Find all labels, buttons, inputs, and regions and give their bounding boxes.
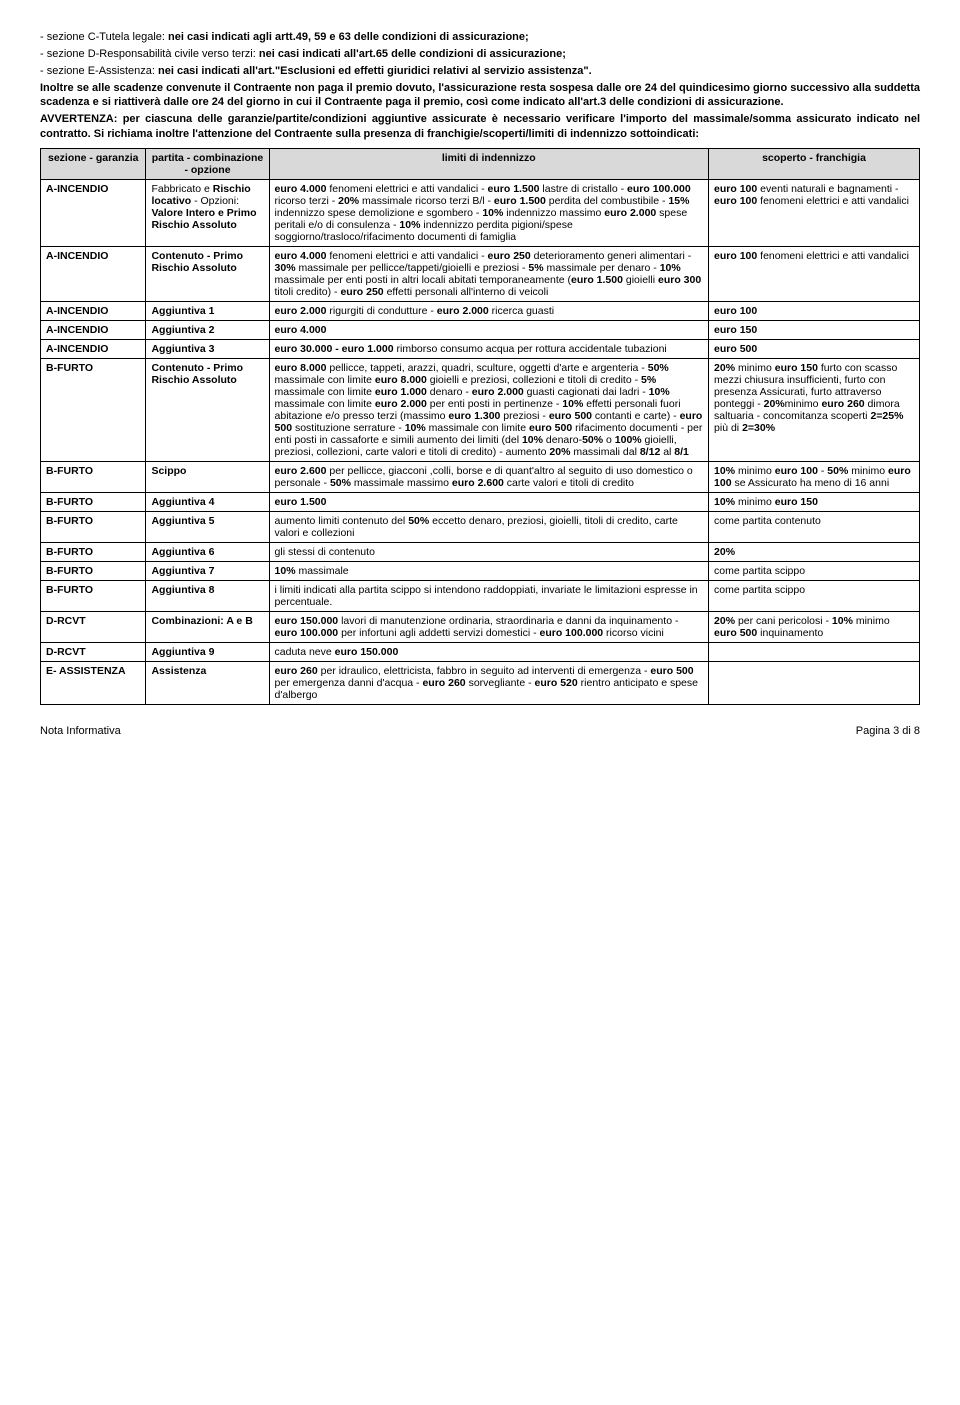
cell-sezione: A-INCENDIO xyxy=(41,301,146,320)
cell-partita: Aggiuntiva 8 xyxy=(146,580,269,611)
cell-scoperto: 20% minimo euro 150 furto con scasso mez… xyxy=(709,358,920,461)
table-row: D-RCVTCombinazioni: A e Beuro 150.000 la… xyxy=(41,611,920,642)
cell-sezione: E- ASSISTENZA xyxy=(41,661,146,704)
cell-partita: Scippo xyxy=(146,461,269,492)
page-footer: Nota Informativa Pagina 3 di 8 xyxy=(40,725,920,737)
header-scoperto: scoperto - franchigia xyxy=(709,148,920,179)
cell-sezione: B-FURTO xyxy=(41,461,146,492)
cell-scoperto: 10% minimo euro 100 - 50% minimo euro 10… xyxy=(709,461,920,492)
table-row: E- ASSISTENZAAssistenzaeuro 260 per idra… xyxy=(41,661,920,704)
header-partita: partita - combinazione - opzione xyxy=(146,148,269,179)
cell-scoperto: 20% xyxy=(709,542,920,561)
cell-scoperto: euro 100 eventi naturali e bagnamenti - … xyxy=(709,179,920,246)
cell-sezione: B-FURTO xyxy=(41,561,146,580)
coverage-table: sezione - garanzia partita - combinazion… xyxy=(40,148,920,705)
intro-line-2: - sezione D-Responsabilità civile verso … xyxy=(40,47,920,62)
cell-scoperto xyxy=(709,642,920,661)
cell-scoperto: come partita contenuto xyxy=(709,511,920,542)
cell-partita: Assistenza xyxy=(146,661,269,704)
cell-sezione: D-RCVT xyxy=(41,611,146,642)
cell-limiti: euro 2.000 rigurgiti di condutture - eur… xyxy=(269,301,709,320)
cell-sezione: B-FURTO xyxy=(41,542,146,561)
cell-partita: Combinazioni: A e B xyxy=(146,611,269,642)
table-row: B-FURTOScippoeuro 2.600 per pellicce, gi… xyxy=(41,461,920,492)
cell-sezione: B-FURTO xyxy=(41,511,146,542)
cell-limiti: euro 2.600 per pellicce, giacconi ,colli… xyxy=(269,461,709,492)
table-row: A-INCENDIOFabbricato e Rischio locativo … xyxy=(41,179,920,246)
cell-limiti: euro 260 per idraulico, elettricista, fa… xyxy=(269,661,709,704)
cell-scoperto: euro 100 xyxy=(709,301,920,320)
cell-limiti: 10% massimale xyxy=(269,561,709,580)
cell-limiti: aumento limiti contenuto del 50% eccetto… xyxy=(269,511,709,542)
header-sezione: sezione - garanzia xyxy=(41,148,146,179)
cell-sezione: B-FURTO xyxy=(41,492,146,511)
cell-limiti: euro 4.000 fenomeni elettrici e atti van… xyxy=(269,246,709,301)
cell-sezione: A-INCENDIO xyxy=(41,320,146,339)
cell-limiti: euro 150.000 lavori di manutenzione ordi… xyxy=(269,611,709,642)
cell-partita: Aggiuntiva 9 xyxy=(146,642,269,661)
table-header-row: sezione - garanzia partita - combinazion… xyxy=(41,148,920,179)
cell-sezione: A-INCENDIO xyxy=(41,246,146,301)
cell-sezione: B-FURTO xyxy=(41,358,146,461)
table-row: D-RCVTAggiuntiva 9caduta neve euro 150.0… xyxy=(41,642,920,661)
cell-scoperto: come partita scippo xyxy=(709,561,920,580)
table-row: B-FURTOAggiuntiva 710% massimalecome par… xyxy=(41,561,920,580)
cell-partita: Aggiuntiva 6 xyxy=(146,542,269,561)
table-row: B-FURTOAggiuntiva 4euro 1.50010% minimo … xyxy=(41,492,920,511)
footer-right: Pagina 3 di 8 xyxy=(856,725,920,737)
cell-scoperto: euro 500 xyxy=(709,339,920,358)
cell-partita: Fabbricato e Rischio locativo - Opzioni:… xyxy=(146,179,269,246)
intro-block-1: Inoltre se alle scadenze convenute il Co… xyxy=(40,81,920,111)
cell-limiti: gli stessi di contenuto xyxy=(269,542,709,561)
cell-limiti: i limiti indicati alla partita scippo si… xyxy=(269,580,709,611)
table-row: A-INCENDIOAggiuntiva 3euro 30.000 - euro… xyxy=(41,339,920,358)
cell-limiti: euro 4.000 fenomeni elettrici e atti van… xyxy=(269,179,709,246)
cell-partita: Aggiuntiva 4 xyxy=(146,492,269,511)
cell-sezione: A-INCENDIO xyxy=(41,179,146,246)
cell-partita: Aggiuntiva 3 xyxy=(146,339,269,358)
header-limiti: limiti di indennizzo xyxy=(269,148,709,179)
cell-sezione: B-FURTO xyxy=(41,580,146,611)
cell-limiti: caduta neve euro 150.000 xyxy=(269,642,709,661)
cell-limiti: euro 4.000 xyxy=(269,320,709,339)
footer-left: Nota Informativa xyxy=(40,725,121,737)
cell-partita: Aggiuntiva 1 xyxy=(146,301,269,320)
cell-partita: Aggiuntiva 7 xyxy=(146,561,269,580)
cell-partita: Aggiuntiva 5 xyxy=(146,511,269,542)
intro-line-3: - sezione E-Assistenza: nei casi indicat… xyxy=(40,64,920,79)
cell-scoperto: come partita scippo xyxy=(709,580,920,611)
intro-block-2: AVVERTENZA: per ciascuna delle garanzie/… xyxy=(40,112,920,142)
table-row: B-FURTOAggiuntiva 6gli stessi di contenu… xyxy=(41,542,920,561)
intro-line-1: - sezione C-Tutela legale: nei casi indi… xyxy=(40,30,920,45)
table-row: A-INCENDIOAggiuntiva 1euro 2.000 rigurgi… xyxy=(41,301,920,320)
table-row: B-FURTOAggiuntiva 8i limiti indicati all… xyxy=(41,580,920,611)
table-row: B-FURTOContenuto - Primo Rischio Assolut… xyxy=(41,358,920,461)
table-row: A-INCENDIOAggiuntiva 2euro 4.000euro 150 xyxy=(41,320,920,339)
cell-scoperto xyxy=(709,661,920,704)
table-row: B-FURTOAggiuntiva 5aumento limiti conten… xyxy=(41,511,920,542)
cell-sezione: D-RCVT xyxy=(41,642,146,661)
cell-scoperto: euro 150 xyxy=(709,320,920,339)
cell-limiti: euro 30.000 - euro 1.000 rimborso consum… xyxy=(269,339,709,358)
cell-scoperto: 10% minimo euro 150 xyxy=(709,492,920,511)
table-row: A-INCENDIOContenuto - Primo Rischio Asso… xyxy=(41,246,920,301)
cell-partita: Aggiuntiva 2 xyxy=(146,320,269,339)
cell-partita: Contenuto - Primo Rischio Assoluto xyxy=(146,246,269,301)
cell-partita: Contenuto - Primo Rischio Assoluto xyxy=(146,358,269,461)
cell-scoperto: 20% per cani pericolosi - 10% minimo eur… xyxy=(709,611,920,642)
cell-limiti: euro 8.000 pellicce, tappeti, arazzi, qu… xyxy=(269,358,709,461)
cell-limiti: euro 1.500 xyxy=(269,492,709,511)
cell-scoperto: euro 100 fenomeni elettrici e atti vanda… xyxy=(709,246,920,301)
cell-sezione: A-INCENDIO xyxy=(41,339,146,358)
